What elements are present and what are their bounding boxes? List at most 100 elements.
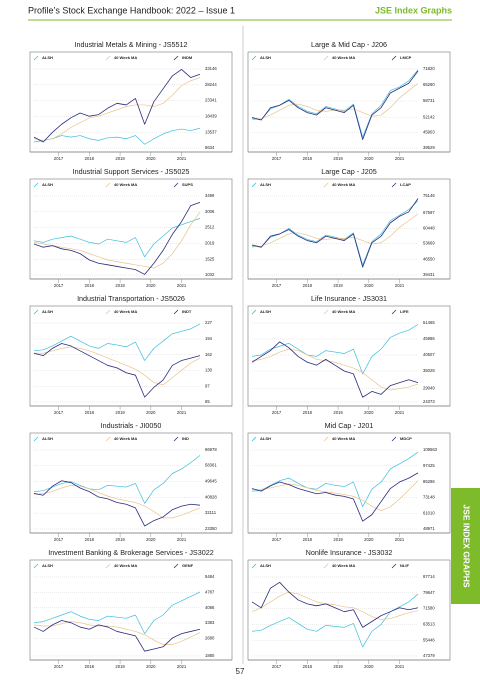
x-tick-label: 2021	[395, 664, 405, 669]
y-tick-label: 65	[205, 399, 210, 404]
series-line	[33, 455, 201, 504]
series-line	[251, 341, 419, 398]
page-number: 57	[236, 667, 245, 676]
y-tick-label: 63513	[423, 622, 435, 627]
x-tick-label: 2018	[303, 156, 313, 161]
legend-label: 40 Week MA	[332, 436, 355, 441]
y-tick-label: 97425	[423, 463, 435, 468]
y-tick-label: 40828	[205, 494, 217, 499]
legend-label: 40 Week MA	[332, 563, 355, 568]
y-tick-label: 75146	[423, 193, 435, 198]
legend-label: 40 Week MA	[114, 55, 137, 60]
series-line	[33, 323, 201, 361]
y-tick-label: 85286	[423, 479, 435, 484]
series-line	[251, 69, 419, 138]
y-tick-label: 52142	[423, 114, 435, 119]
legend-label: ALSH	[42, 55, 53, 60]
x-tick-label: 2020	[146, 283, 156, 288]
legend-label: 40 Week MA	[114, 309, 137, 314]
y-tick-label: 2019	[205, 241, 215, 246]
legend-label: NLIF	[400, 563, 409, 568]
legend-label: ALSH	[42, 563, 53, 568]
legend-label: ALSH	[260, 55, 271, 60]
y-tick-label: 87714	[423, 574, 435, 579]
y-tick-label: 1880	[205, 653, 215, 658]
y-tick-label: 1525	[205, 256, 215, 261]
x-tick-label: 2020	[146, 664, 156, 669]
y-tick-label: 47379	[423, 653, 435, 658]
x-tick-label: 2017	[272, 410, 282, 415]
x-tick-label: 2019	[115, 410, 125, 415]
series-line	[33, 484, 201, 519]
y-tick-label: 29049	[423, 385, 435, 390]
legend-label: ALSH	[42, 309, 53, 314]
legend-label: INDM	[182, 55, 193, 60]
y-tick-label: 60448	[423, 226, 435, 231]
legend-swatch	[105, 563, 111, 569]
y-tick-label: 23341	[205, 98, 217, 103]
x-tick-label: 2021	[177, 537, 187, 542]
legend-label: ALSH	[260, 436, 271, 441]
legend-swatch	[33, 436, 39, 442]
x-tick-label: 2018	[85, 410, 95, 415]
chart-title: Industrial Support Services - JS5025	[73, 167, 190, 176]
x-tick-label: 2017	[54, 283, 64, 288]
series-line	[33, 620, 201, 652]
x-tick-label: 2019	[333, 283, 343, 288]
series-line	[251, 200, 419, 266]
x-tick-label: 2021	[395, 410, 405, 415]
x-tick-label: 2021	[177, 156, 187, 161]
x-tick-label: 2021	[177, 664, 187, 669]
y-tick-label: 3383	[205, 620, 215, 625]
legend-swatch	[173, 436, 179, 442]
x-tick-label: 2017	[54, 156, 64, 161]
side-tab-label: JSE INDEX GRAPHS	[461, 504, 471, 587]
chart-frame	[29, 559, 233, 661]
x-tick-label: 2018	[303, 410, 313, 415]
chart-title: Industrial Transportation - JS5026	[77, 294, 185, 303]
legend-swatch	[105, 55, 111, 61]
header-section: JSE Index Graphs	[375, 5, 452, 15]
chart-frame	[29, 432, 233, 534]
x-tick-label: 2019	[115, 156, 125, 161]
x-tick-label: 2021	[395, 156, 405, 161]
legend-swatch	[105, 182, 111, 188]
x-tick-label: 2019	[333, 537, 343, 542]
x-tick-label: 2018	[303, 537, 313, 542]
side-tab	[451, 488, 480, 604]
x-tick-label: 2017	[54, 410, 64, 415]
chart-title: Nonlife Insurance - JS3032	[306, 548, 393, 557]
y-tick-label: 35028	[423, 368, 435, 373]
x-tick-label: 2020	[364, 537, 374, 542]
x-tick-label: 2019	[333, 156, 343, 161]
y-tick-label: 8634	[205, 145, 215, 150]
series-line	[33, 127, 201, 145]
x-tick-label: 2019	[115, 537, 125, 542]
x-tick-label: 2020	[364, 664, 374, 669]
y-tick-label: 194	[205, 336, 213, 341]
legend-label: 40 Week MA	[114, 563, 137, 568]
series-line	[251, 82, 419, 121]
x-tick-label: 2020	[146, 410, 156, 415]
x-tick-label: 2019	[333, 664, 343, 669]
chart-title: Investment Banking & Brokerage Services …	[48, 548, 213, 557]
x-tick-label: 2018	[85, 283, 95, 288]
x-tick-label: 2017	[272, 664, 282, 669]
legend-label: ALSH	[260, 182, 271, 187]
legend-swatch	[323, 55, 329, 61]
series-line	[251, 472, 419, 522]
legend-label: 40 Week MA	[114, 436, 137, 441]
chart-title: Industrials - JI0050	[101, 421, 162, 430]
y-tick-label: 2512	[205, 225, 215, 230]
legend-label: SUPS	[182, 182, 193, 187]
y-tick-label: 3006	[205, 209, 215, 214]
series-line	[251, 348, 419, 391]
x-tick-label: 2018	[85, 664, 95, 669]
x-tick-label: 2018	[85, 537, 95, 542]
y-tick-label: 1032	[205, 272, 215, 277]
y-tick-label: 33146	[205, 66, 217, 71]
legend-swatch	[251, 563, 257, 569]
legend-label: ALSH	[260, 563, 271, 568]
chart-frame	[247, 51, 451, 153]
y-tick-label: 227	[205, 320, 213, 325]
